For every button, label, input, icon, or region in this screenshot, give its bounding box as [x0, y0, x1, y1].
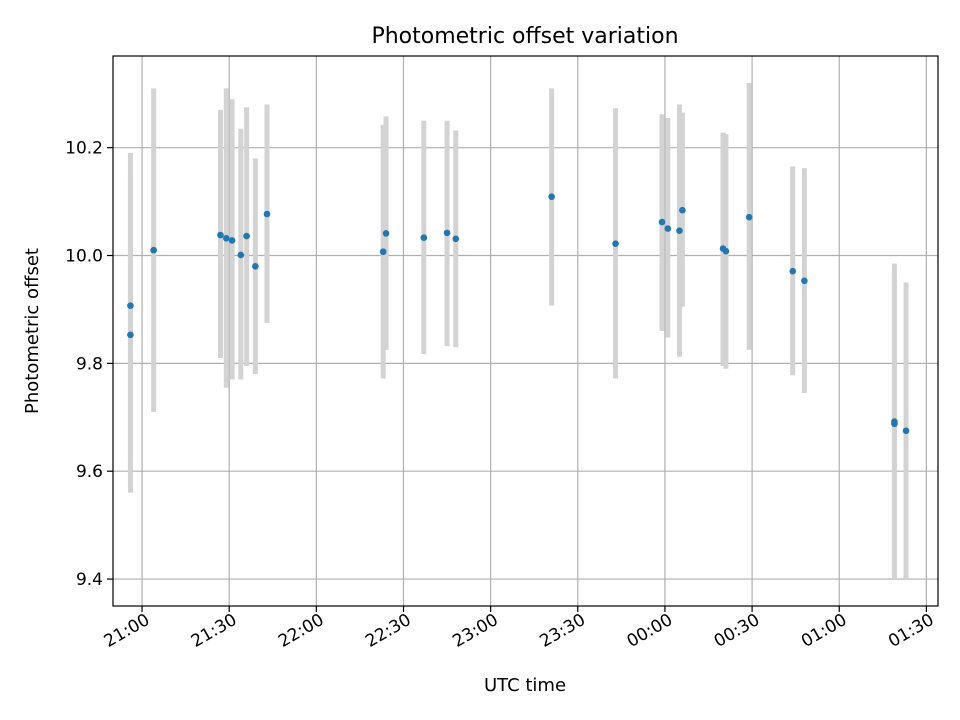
- data-point: [902, 427, 910, 435]
- data-point: [228, 237, 236, 244]
- error-bars: [127, 82, 909, 580]
- y-axis-label: Photometric offset: [22, 248, 43, 414]
- data-points: [127, 193, 910, 435]
- x-tick-label: 22:00: [275, 610, 327, 652]
- x-axis-label: UTC time: [484, 675, 566, 696]
- x-tick-label: 01:30: [885, 610, 937, 652]
- plot-frame: [112, 55, 939, 607]
- x-tick-label: 00:00: [624, 610, 676, 652]
- x-axis-ticks: 21:00 21:30 22:00 22:30 23:00 23:30 00:00 00:30…: [101, 606, 938, 652]
- data-point: [379, 248, 387, 256]
- data-point: [789, 267, 797, 275]
- y-tick-label: 9.4: [76, 570, 103, 590]
- x-tick-label: 23:00: [449, 610, 501, 652]
- data-point: [127, 331, 134, 339]
- data-point: [150, 246, 157, 254]
- data-point: [801, 277, 808, 285]
- data-point: [548, 193, 555, 201]
- x-tick-label: 22:30: [362, 610, 414, 652]
- data-point: [127, 302, 134, 309]
- chart-title: Photometric offset variation: [371, 24, 678, 49]
- y-tick-label: 9.6: [76, 462, 103, 482]
- data-point: [382, 230, 390, 237]
- y-tick-label: 9.8: [76, 354, 103, 374]
- x-tick-label: 00:30: [711, 610, 763, 652]
- data-point: [891, 420, 898, 428]
- x-tick-label: 21:30: [188, 610, 240, 652]
- data-point: [452, 235, 460, 243]
- data-point: [679, 206, 686, 214]
- data-point: [252, 262, 259, 270]
- data-point: [217, 231, 224, 239]
- data-point: [243, 232, 250, 240]
- data-point: [420, 234, 428, 242]
- y-tick-label: 10.0: [65, 247, 103, 267]
- data-point: [676, 227, 683, 235]
- x-tick-label: 01:00: [798, 610, 850, 652]
- data-point: [237, 251, 245, 259]
- x-tick-label: 23:30: [537, 610, 589, 652]
- data-point: [722, 247, 730, 255]
- x-tick-label: 21:00: [101, 610, 153, 652]
- y-axis-ticks: 9.4 9.6 9.8 10.0 10.2: [65, 139, 113, 590]
- data-point: [664, 225, 672, 232]
- data-point: [658, 218, 666, 226]
- data-point: [263, 210, 271, 218]
- y-tick-label: 10.2: [65, 139, 103, 159]
- data-point: [222, 234, 230, 242]
- grid: [113, 56, 938, 606]
- data-point: [612, 240, 619, 247]
- data-point: [443, 229, 451, 237]
- data-point: [745, 213, 753, 221]
